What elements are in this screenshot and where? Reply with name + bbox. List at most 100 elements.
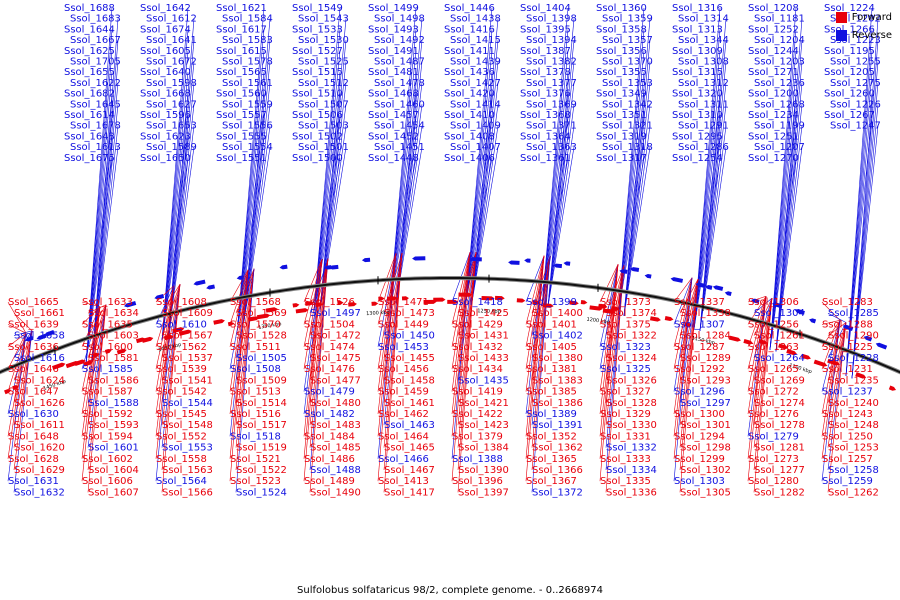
gene-arrow [236, 275, 244, 280]
leader-line [821, 320, 841, 392]
gene-label: Ssol_1270 [748, 153, 799, 164]
leader-line [599, 264, 619, 459]
leader-line [7, 333, 27, 415]
gene-label: Ssol_1248 [828, 420, 879, 431]
gene-arrow [25, 335, 34, 342]
leader-line [531, 256, 551, 448]
reverse-gene [236, 275, 244, 280]
gene-arrow [644, 273, 652, 279]
gene-label: Ssol_1363 [526, 142, 577, 153]
gene-label: Ssol_1487 [374, 57, 425, 68]
leader-line [821, 301, 841, 321]
leader-line [465, 7, 493, 303]
leader-line [303, 259, 323, 437]
gene-label: Ssol_1357 [602, 35, 653, 46]
gene-label: Ssol_1356 [596, 46, 647, 57]
gene-label: Ssol_1600 [82, 342, 133, 353]
gene-label: Ssol_1405 [526, 342, 577, 353]
gene-label: Ssol_1523 [230, 476, 281, 487]
leader-line [753, 298, 773, 493]
leader-line [7, 333, 27, 370]
leader-line [693, 7, 721, 330]
gene-label: Ssol_1462 [378, 409, 429, 420]
gene-label: Ssol_1484 [304, 431, 355, 442]
gene-label: Ssol_1226 [830, 99, 881, 110]
gene-label: Ssol_1300 [674, 409, 725, 420]
gene-label: Ssol_1409 [450, 121, 501, 132]
gene-label: Ssol_1309 [672, 46, 723, 57]
gene-labels: Ssol_1688Ssol_1683Ssol_1644Ssol_1667Ssol… [8, 3, 881, 498]
gene-label: Ssol_1277 [754, 465, 805, 476]
gene-arrow [563, 261, 571, 266]
leader-line [13, 330, 33, 448]
leader-line [541, 7, 569, 306]
forward-gene [664, 316, 674, 322]
gene-label: Ssol_1269 [754, 375, 805, 386]
gene-label: Ssol_1481 [368, 67, 419, 78]
gene-arrow [348, 302, 357, 307]
leader-line [531, 256, 551, 359]
forward-gene [141, 336, 154, 343]
gene-label: Ssol_1264 [754, 353, 805, 364]
gene-label: Ssol_1569 [236, 308, 287, 319]
gene-label: Ssol_1465 [384, 443, 435, 454]
leader-line [753, 298, 773, 471]
leader-line [699, 82, 727, 331]
gene-label: Ssol_1530 [298, 35, 349, 46]
gene-label: Ssol_1606 [82, 476, 133, 487]
leader-line [377, 253, 397, 482]
gene-arrow [855, 372, 867, 379]
leader-line [13, 330, 33, 336]
leader-line [7, 333, 27, 459]
gene-label: Ssol_1596 [140, 110, 191, 121]
leader-line [605, 265, 625, 403]
gene-label: Ssol_1252 [748, 24, 799, 35]
leader-line [599, 264, 619, 325]
leader-line [243, 61, 271, 322]
leader-line [541, 114, 569, 306]
leader-line [303, 259, 323, 325]
gene-label: Ssol_1307 [674, 319, 725, 330]
gene-label: Ssol_1613 [70, 142, 121, 153]
leader-line [309, 258, 329, 359]
gene-label: Ssol_1296 [674, 387, 725, 398]
leader-line [319, 18, 347, 310]
gene-label: Ssol_1257 [822, 454, 873, 465]
leader-line [851, 82, 879, 379]
gene-label: Ssol_1449 [378, 319, 429, 330]
gene-arrow [279, 264, 288, 270]
forward-gene [51, 362, 66, 370]
leader-line [693, 72, 721, 330]
leader-line [161, 284, 181, 471]
gene-label: Ssol_1316 [672, 3, 723, 14]
forward-gene [481, 295, 495, 301]
gene-arrow [664, 316, 674, 322]
leader-line [699, 61, 727, 331]
reverse-gene [712, 285, 724, 291]
leader-line [547, 18, 575, 307]
gene-label: Ssol_1561 [222, 78, 273, 89]
gene-arrow [213, 319, 225, 325]
gene-label: Ssol_1387 [520, 46, 571, 57]
gene-label: Ssol_1380 [532, 353, 583, 364]
gene-label: Ssol_1290 [828, 331, 879, 342]
gene-label: Ssol_1647 [8, 387, 59, 398]
gene-label: Ssol_1434 [452, 364, 503, 375]
gene-label: Ssol_1452 [368, 131, 419, 142]
leader-line [845, 72, 873, 376]
gene-label: Ssol_1330 [606, 420, 657, 431]
gene-label: Ssol_1425 [458, 308, 509, 319]
leader-line [87, 304, 107, 448]
leader-line [237, 114, 265, 323]
gene-arrow [481, 295, 495, 301]
gene-label: Ssol_1501 [298, 142, 349, 153]
gene-label: Ssol_1622 [70, 78, 121, 89]
leader-line [673, 277, 693, 415]
forward-gene [458, 292, 473, 297]
forward-gene [598, 303, 608, 309]
gene-arrow [516, 298, 526, 303]
gene-label: Ssol_1620 [14, 443, 65, 454]
forward-gene [813, 359, 828, 367]
reverse-gene [154, 293, 165, 300]
legend: Forward Reverse [835, 8, 892, 44]
